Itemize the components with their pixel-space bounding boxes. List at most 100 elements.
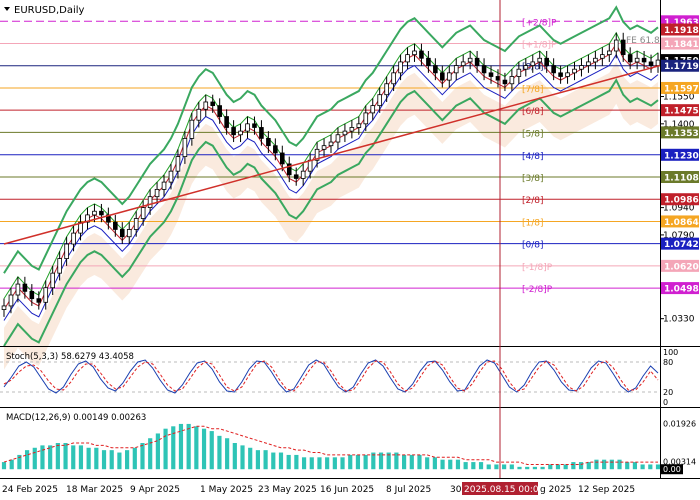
macd-bar	[532, 466, 537, 470]
candle-body	[593, 57, 598, 63]
candle-body	[286, 163, 292, 176]
candle-body	[293, 174, 299, 179]
macd-bar	[402, 454, 407, 470]
candle-body	[613, 39, 619, 52]
candle-body	[29, 290, 35, 300]
candle-body	[113, 221, 118, 230]
macd-bar	[555, 464, 561, 470]
candle-body	[168, 170, 174, 183]
macd-bar	[240, 445, 245, 470]
candle-body	[231, 127, 236, 136]
price-tag	[661, 171, 699, 184]
macd-bar	[502, 464, 507, 470]
stoch-tick-label: 80	[663, 358, 673, 367]
candle-body	[474, 57, 480, 66]
candle-body	[280, 152, 285, 165]
macd-title: MACD(12,26,9) 0.00149 0.00263	[6, 413, 146, 423]
macd-tick-label: 0.00314	[663, 458, 696, 467]
trendline[interactable]	[3, 64, 661, 245]
price-tag-text: 1.1841	[664, 40, 699, 50]
macd-bar	[263, 450, 268, 470]
macd-bar	[486, 464, 491, 470]
candle-body	[328, 141, 334, 147]
candle-body	[224, 116, 229, 128]
macd-panel[interactable]: MACD(12,26,9) 0.00149 0.00263 0.019260.0…	[1, 413, 696, 475]
stoch-tick-label: 20	[663, 388, 673, 397]
macd-bar	[294, 454, 299, 470]
candle-body	[412, 50, 417, 56]
candle-body	[460, 61, 466, 66]
macd-bar	[655, 464, 661, 470]
macd-bar	[463, 462, 468, 470]
macd-bar	[578, 462, 584, 470]
price-tag-text: 1.0742	[664, 240, 699, 250]
candle-body	[523, 65, 529, 70]
price-tag	[661, 259, 699, 272]
price-tag-text: 1.1597	[664, 84, 699, 94]
candle-body	[356, 123, 362, 128]
candle-body	[551, 65, 556, 74]
macd-bar	[48, 445, 53, 470]
candle-body	[300, 170, 306, 179]
candle-body	[391, 72, 396, 85]
candlesticks	[1, 32, 661, 317]
candle-body	[147, 196, 153, 209]
symbol-title: EURUSD,Daily	[4, 5, 85, 16]
candle-body	[119, 229, 125, 238]
macd-bar	[332, 457, 337, 470]
time-axis-label: 12 Sep 2025	[578, 485, 635, 495]
candle-body	[516, 68, 522, 77]
stoch-tick-label: 100	[663, 348, 678, 357]
macd-bar	[309, 457, 314, 470]
candle-body	[433, 65, 438, 74]
candle-body	[92, 210, 97, 216]
candle-body	[565, 72, 570, 77]
time-axis-label: 1 May 2025	[200, 485, 253, 495]
trendline-line[interactable]	[3, 64, 661, 245]
candle-body	[22, 283, 28, 292]
macd-bar	[602, 459, 607, 470]
macd-bar	[571, 462, 576, 470]
candle-body	[307, 159, 313, 172]
candle-body	[440, 72, 445, 81]
price-tag	[661, 37, 699, 50]
candle-body	[252, 123, 257, 128]
candle-body	[481, 65, 487, 74]
level-label: [5/8]	[522, 129, 544, 139]
price-tag-text: 1.1963	[664, 18, 699, 28]
candle-body	[634, 57, 640, 63]
time-axis-label: 18 Mar 2025	[66, 485, 123, 495]
price-tick-label: 1.1400	[663, 120, 695, 130]
price-tag-text: 1.1475	[664, 107, 699, 117]
candle-body	[64, 243, 69, 259]
macd-bar	[355, 454, 361, 470]
price-tick-label: 1.0940	[663, 204, 695, 214]
candle-body	[398, 61, 403, 74]
macd-bar	[71, 445, 76, 470]
candle-body	[154, 188, 160, 198]
ichimoku-cloud	[4, 61, 658, 370]
candle-body	[620, 39, 626, 56]
candle-body	[182, 137, 188, 158]
macd-bar	[186, 423, 191, 470]
dropdown-triangle-icon[interactable]	[4, 7, 10, 11]
price-panel[interactable]: [+2/8]P [+1/8]P [8/8]P [7/8] [6/8] [5/8] [4/8]…	[0, 0, 699, 370]
macd-bar	[617, 459, 622, 470]
macd-bar	[455, 459, 461, 470]
time-axis-label: 24 Feb 2025	[2, 485, 58, 495]
level-label: [-2/8]P	[522, 285, 553, 295]
candle-body	[140, 207, 146, 219]
cloud-area	[4, 61, 658, 370]
candle-body	[196, 108, 202, 121]
level-label: [+1/8]P	[522, 41, 557, 51]
candle-body	[488, 72, 494, 77]
macd-bar	[478, 462, 484, 470]
macd-bar	[63, 443, 68, 470]
macd-bar	[248, 447, 253, 470]
price-tag-text: 1.0864	[664, 218, 699, 228]
macd-bar	[286, 454, 291, 470]
level-label: [-1/8]P	[522, 263, 553, 273]
macd-bar	[155, 433, 160, 470]
